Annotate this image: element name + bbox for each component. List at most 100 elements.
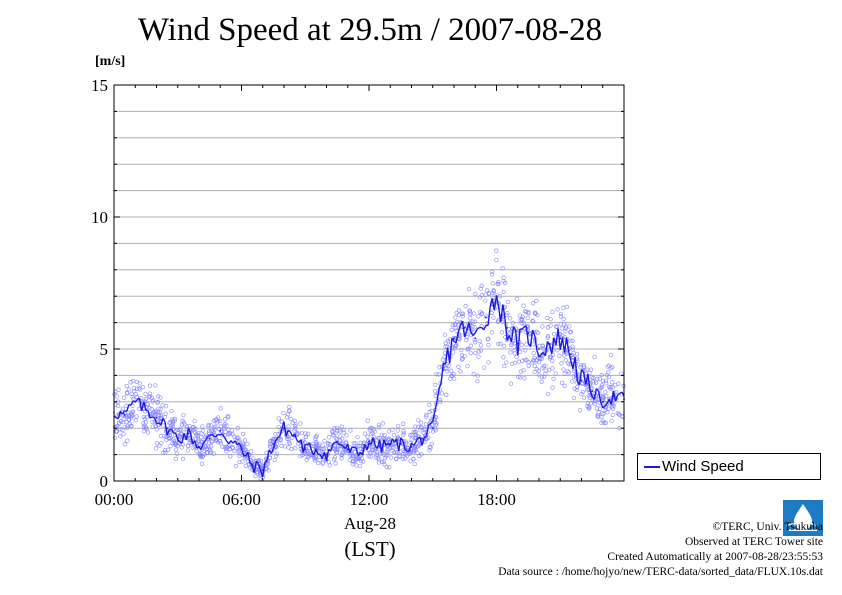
scatter-point [514, 296, 520, 301]
series-point [198, 445, 200, 448]
scatter-point [500, 266, 505, 271]
scatter-point [295, 431, 300, 436]
scatter-point [177, 435, 182, 440]
series-point [453, 337, 455, 340]
scatter-point [348, 453, 353, 458]
series-segment [270, 448, 275, 454]
scatter-point [403, 456, 408, 461]
scatter-point [608, 385, 613, 390]
scatter-point [190, 445, 195, 450]
scatter-point [276, 416, 281, 421]
scatter-point [448, 368, 454, 373]
scatter-point [532, 369, 537, 375]
scatter-point [153, 423, 158, 429]
scatter-point [514, 354, 519, 360]
scatter-point [316, 460, 321, 466]
scatter-point [339, 452, 345, 457]
scatter-point [597, 406, 603, 411]
scatter-point [444, 369, 449, 374]
scatter-point [237, 453, 242, 459]
scatter-point [118, 434, 123, 439]
scatter-point [286, 424, 291, 429]
scatter-point [305, 431, 311, 436]
scatter-point [172, 439, 177, 444]
scatter-point [520, 314, 525, 319]
scatter-point [411, 449, 417, 454]
x-tick-label: 06:00 [222, 490, 261, 509]
scatter-point [588, 401, 593, 406]
series-point [283, 427, 285, 430]
scatter-point [245, 441, 250, 447]
scatter-point [161, 423, 166, 428]
scatter-point [338, 447, 343, 452]
scatter-point [478, 348, 484, 353]
scatter-point [558, 321, 563, 327]
scatter-point [392, 450, 397, 455]
scatter-point [453, 315, 458, 320]
scatter-point [468, 315, 473, 321]
scatter-point [266, 468, 271, 473]
scatter-point [365, 418, 370, 423]
scatter-point [199, 461, 205, 466]
scatter-point [428, 445, 433, 450]
series-segment [413, 442, 417, 446]
scatter-point [471, 372, 476, 377]
series-point [389, 443, 392, 445]
scatter-point [479, 283, 484, 288]
scatter-point [562, 371, 567, 377]
scatter-point [173, 442, 178, 448]
scatter-point [578, 408, 583, 413]
series-point [208, 437, 211, 440]
series-segment [202, 440, 206, 444]
scatter-point [478, 286, 483, 291]
scatter-point [596, 410, 601, 415]
series-segment [557, 328, 561, 350]
scatter-point [540, 324, 545, 329]
scatter-point [457, 336, 462, 342]
scatter-point [561, 317, 566, 322]
scatter-point [159, 440, 164, 446]
series-segment [383, 439, 387, 446]
scatter-point [450, 322, 455, 327]
scatter-point [531, 342, 536, 347]
scatter-point [158, 412, 164, 418]
scatter-point [237, 438, 242, 443]
scatter-point [613, 382, 618, 388]
series-point [187, 432, 190, 435]
scatter-point [121, 417, 126, 422]
scatter-point [214, 417, 219, 422]
scatter-point [452, 322, 458, 327]
series-segment [207, 434, 210, 438]
scatter-point [465, 363, 470, 369]
scatter-point [350, 461, 355, 467]
scatter-point [145, 430, 151, 435]
series-segment [372, 437, 377, 447]
x-axis-timezone-label: (LST) [344, 537, 396, 561]
scatter-point [196, 438, 201, 444]
series-segment [544, 341, 549, 356]
scatter-point [150, 424, 155, 429]
scatter-point [367, 450, 373, 455]
scatter-point [592, 354, 597, 360]
series-segment [400, 437, 404, 442]
scatter-point [534, 367, 539, 372]
scatter-point [365, 434, 370, 439]
scatter-point [578, 365, 583, 370]
series-segment [257, 463, 262, 471]
series-segment [408, 442, 413, 452]
scatter-point [562, 383, 567, 388]
scatter-point [401, 451, 406, 457]
scatter-point [313, 434, 318, 439]
scatter-point [323, 446, 328, 451]
scatter-point [218, 406, 223, 411]
scatter-point [134, 414, 139, 419]
scatter-point [598, 385, 603, 390]
scatter-point [140, 384, 146, 390]
scatter-point [134, 379, 140, 385]
scatter-point [568, 329, 574, 335]
scatter-point [446, 363, 451, 368]
scatter-point [581, 362, 587, 368]
scatter-point [368, 454, 373, 459]
scatter-point [611, 403, 616, 409]
scatter-point [121, 431, 126, 437]
